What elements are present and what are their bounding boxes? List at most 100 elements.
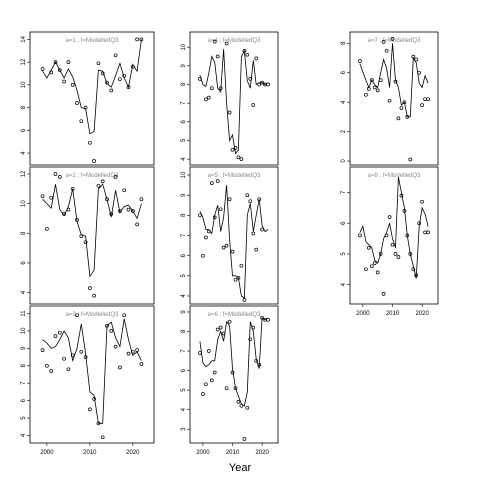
observation-point bbox=[251, 103, 256, 107]
y-tick-label: 8 bbox=[181, 213, 187, 217]
observation-point bbox=[405, 115, 410, 119]
observation-point bbox=[206, 95, 211, 100]
y-tick-label: 6 bbox=[21, 398, 27, 402]
observation-point bbox=[384, 233, 389, 238]
observation-point bbox=[420, 103, 424, 107]
observation-point bbox=[49, 369, 54, 373]
observation-point bbox=[224, 243, 229, 248]
observation-point bbox=[257, 197, 262, 202]
y-tick-label: 8 bbox=[181, 329, 187, 333]
observation-point bbox=[233, 277, 238, 282]
observation-point bbox=[126, 85, 131, 89]
y-tick-label: 2 bbox=[341, 129, 347, 133]
observation-point bbox=[75, 101, 79, 105]
observation-point bbox=[224, 386, 229, 391]
observation-point bbox=[113, 175, 118, 179]
observation-point bbox=[408, 157, 413, 162]
observation-point bbox=[257, 362, 262, 367]
y-tick-label: 9 bbox=[181, 193, 187, 197]
observation-point bbox=[218, 325, 223, 330]
observation-point bbox=[245, 193, 250, 198]
observation-point bbox=[251, 325, 256, 330]
y-tick-label: 4 bbox=[21, 433, 27, 437]
observation-point bbox=[83, 355, 88, 359]
observation-point bbox=[122, 313, 127, 318]
observation-point bbox=[245, 52, 250, 57]
x-tick-label: 2020 bbox=[126, 450, 140, 456]
y-tick-label: 14 bbox=[21, 35, 27, 42]
observation-point bbox=[408, 252, 413, 256]
observation-point bbox=[70, 353, 75, 358]
observation-point bbox=[198, 351, 202, 355]
observation-point bbox=[239, 157, 244, 161]
observation-point bbox=[53, 334, 58, 338]
observation-point bbox=[411, 267, 416, 272]
observation-point bbox=[62, 79, 66, 84]
observation-point bbox=[242, 298, 247, 302]
observation-point bbox=[130, 349, 135, 354]
observation-point bbox=[364, 267, 368, 272]
observation-point bbox=[251, 231, 256, 236]
y-tick-label: 12 bbox=[21, 170, 27, 177]
observation-point bbox=[109, 88, 114, 93]
observation-point bbox=[245, 405, 250, 410]
y-tick-label: 10 bbox=[21, 327, 27, 334]
observation-point bbox=[417, 70, 422, 75]
panel-title: a=1 ; f=ModelledQ3 bbox=[66, 38, 119, 44]
observation-point bbox=[375, 270, 380, 275]
y-tick-label: 5 bbox=[341, 252, 347, 256]
panel: a=1 ; f=ModelledQ3 4 6 8 10 12 14 bbox=[21, 31, 155, 166]
observation-point bbox=[242, 437, 247, 441]
observation-point bbox=[402, 209, 407, 213]
observation-point bbox=[393, 79, 398, 84]
observation-point bbox=[405, 233, 410, 238]
observation-point bbox=[242, 49, 247, 53]
y-tick-label: 4 bbox=[21, 290, 27, 294]
observation-point bbox=[378, 252, 383, 256]
series-fit-line bbox=[42, 318, 142, 424]
observation-point bbox=[209, 86, 214, 91]
observation-point bbox=[396, 255, 401, 259]
observation-point bbox=[236, 400, 241, 404]
observation-point bbox=[75, 313, 79, 318]
observation-point bbox=[227, 110, 232, 115]
observation-point bbox=[402, 100, 407, 105]
observation-point bbox=[96, 61, 101, 66]
y-tick-label: 4 bbox=[181, 294, 187, 298]
observation-point bbox=[66, 367, 71, 372]
y-tick-label: 7 bbox=[181, 101, 187, 105]
observation-point bbox=[66, 60, 71, 64]
y-tick-label: 6 bbox=[21, 128, 27, 132]
observation-point bbox=[236, 275, 241, 280]
panel-frame bbox=[29, 166, 155, 305]
observation-point bbox=[57, 330, 62, 335]
y-tick-label: 4 bbox=[181, 157, 187, 161]
series-fit-line bbox=[359, 177, 429, 279]
observation-point bbox=[239, 263, 244, 268]
observation-point bbox=[248, 337, 253, 342]
observation-point bbox=[75, 218, 79, 222]
panel-frame bbox=[189, 166, 279, 305]
observation-point bbox=[113, 344, 118, 349]
panel-title: a=5 ; f=ModelledQ3 bbox=[208, 173, 261, 179]
observation-point bbox=[206, 229, 211, 234]
observation-point bbox=[369, 264, 374, 269]
observation-point bbox=[215, 327, 220, 332]
x-axis-title: Year bbox=[229, 462, 252, 474]
observation-point bbox=[49, 195, 54, 200]
x-tick-label: 2020 bbox=[415, 311, 429, 317]
panel: a=5 ; f=ModelledQ3 4 5 6 7 8 9 10 bbox=[181, 166, 279, 305]
observation-point bbox=[53, 60, 58, 64]
observation-point bbox=[236, 155, 241, 160]
y-tick-label: 8 bbox=[181, 82, 187, 86]
y-tick-label: 6 bbox=[341, 70, 347, 74]
observation-point bbox=[230, 370, 235, 375]
observation-point bbox=[135, 348, 139, 352]
observation-point bbox=[387, 215, 392, 219]
y-tick-label: 6 bbox=[341, 221, 347, 225]
observation-point bbox=[364, 92, 368, 97]
observation-point bbox=[70, 186, 75, 191]
observation-point bbox=[122, 73, 127, 78]
y-tick-label: 3 bbox=[181, 427, 187, 431]
observation-point bbox=[105, 197, 109, 202]
